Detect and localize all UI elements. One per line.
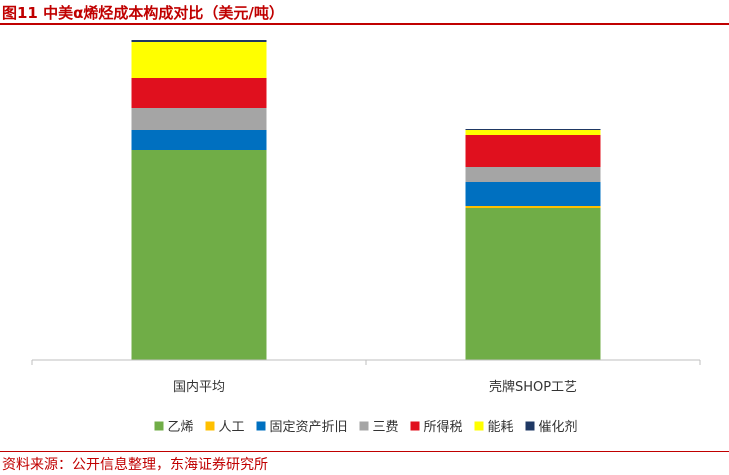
legend-swatch bbox=[256, 421, 266, 431]
bar-segment bbox=[465, 206, 601, 208]
legend-swatch bbox=[410, 421, 420, 431]
legend-label: 固定资产折旧 bbox=[270, 420, 348, 435]
bar-segment bbox=[131, 78, 267, 108]
bar-segment bbox=[465, 167, 601, 182]
legend-swatch bbox=[474, 421, 484, 431]
x-axis-labels: 国内平均 壳牌SHOP工艺 bbox=[173, 379, 577, 395]
title-rule bbox=[0, 23, 729, 25]
bar-segment bbox=[131, 40, 267, 42]
legend-label: 能耗 bbox=[488, 420, 514, 435]
legend-label: 人工 bbox=[219, 420, 245, 435]
legend-swatch bbox=[525, 421, 535, 431]
legend-label: 催化剂 bbox=[539, 420, 578, 435]
legend-swatch bbox=[205, 421, 215, 431]
legend-swatch bbox=[154, 421, 164, 431]
source-note: 资料来源：公开信息整理，东海证券研究所 bbox=[2, 457, 268, 473]
footer-rule bbox=[0, 451, 729, 452]
legend-label: 乙烯 bbox=[168, 420, 194, 435]
bar-segment bbox=[465, 182, 601, 206]
bar-segment bbox=[465, 208, 601, 360]
x-tick-label: 国内平均 bbox=[173, 379, 225, 395]
bar-segment bbox=[131, 42, 267, 78]
x-axis-ticks bbox=[31, 360, 701, 365]
x-tick-label: 壳牌SHOP工艺 bbox=[489, 379, 577, 395]
legend-label: 三费 bbox=[373, 420, 399, 435]
bar-segment bbox=[131, 108, 267, 130]
bar-segment bbox=[465, 135, 601, 167]
bar-segment bbox=[131, 150, 267, 360]
bar-segment bbox=[465, 129, 601, 130]
legend: 乙烯 人工 固定资产折旧 三费 所得税 能耗 催化剂 bbox=[154, 419, 578, 435]
bars-group bbox=[131, 40, 601, 360]
legend-swatch bbox=[359, 421, 369, 431]
figure-title: 图11 中美α烯烃成本构成对比（美元/吨） bbox=[2, 4, 284, 22]
legend-label: 所得税 bbox=[424, 419, 463, 435]
bar-segment bbox=[465, 130, 601, 135]
bar-segment bbox=[131, 130, 267, 150]
